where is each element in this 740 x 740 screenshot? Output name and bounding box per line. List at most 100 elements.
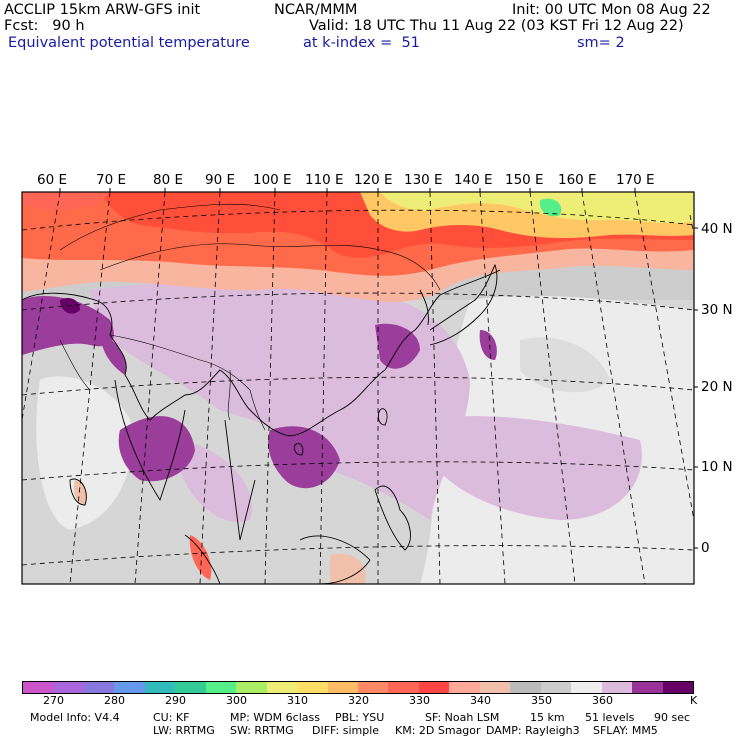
colorbar-swatch-6 — [205, 682, 237, 693]
colorbar-swatch-19 — [601, 682, 633, 693]
colorbar-tick-290: 290 — [165, 694, 186, 707]
sumatra-coast — [184, 534, 221, 584]
colorbar-swatch-4 — [144, 682, 176, 693]
malay-coast — [224, 419, 256, 541]
purple-region-pakistan — [100, 330, 127, 375]
footer-timestep: 90 sec — [654, 711, 691, 724]
colorbar-swatch-13 — [418, 682, 450, 693]
colorbar-swatch-12 — [388, 682, 419, 693]
kazakh-border — [59, 203, 281, 251]
graticule — [22, 192, 694, 584]
japan-coast — [429, 263, 498, 346]
footer-levels: 51 levels — [585, 711, 635, 724]
colorbar-tick-310: 310 — [287, 694, 308, 707]
lon-label-60e: 60 E — [37, 172, 67, 188]
colorbar-swatch-0 — [23, 682, 54, 693]
lon-label-130e: 130 E — [404, 172, 443, 188]
colorbar-swatch-8 — [266, 682, 298, 693]
colorbar-swatch-11 — [357, 682, 389, 693]
lon-line-130e — [429, 192, 441, 584]
colorbar-swatch-14 — [449, 682, 480, 693]
footer-sf: SF: Noah LSM — [425, 711, 500, 724]
lat-label-10n: 10 N — [701, 459, 733, 475]
lon-line-100e — [264, 192, 276, 584]
colorbar-swatch-18 — [571, 682, 602, 693]
lon-label-90e: 90 E — [205, 172, 235, 188]
footer-diff: DIFF: simple — [312, 724, 380, 737]
colorbar-tick-360: 360 — [592, 694, 613, 707]
colorbar-tick-300: 300 — [226, 694, 247, 707]
valid-time: Valid: 18 UTC Thu 11 Aug 22 (03 KST Fri … — [309, 18, 684, 34]
colorbar-tick-340: 340 — [470, 694, 491, 707]
footer-sflay: SFLAY: MM5 — [593, 724, 658, 737]
lat-label-0: 0 — [701, 540, 710, 556]
colorbar-tick-320: 320 — [348, 694, 369, 707]
lon-label-140e: 140 E — [454, 172, 493, 188]
borders — [59, 203, 441, 431]
lon-line-90e — [199, 192, 221, 584]
red-patch-sumatra — [189, 535, 212, 580]
lon-line-150e — [529, 192, 576, 584]
lon-line-80e — [134, 192, 166, 584]
gray-patch — [520, 337, 610, 393]
forecast-hour: Fcst: 90 h — [4, 18, 85, 34]
purple-region-east — [479, 330, 497, 360]
lat-line-10n — [22, 461, 694, 481]
lon-line-180 — [689, 214, 694, 236]
footer-damp: DAMP: Rayleigh3 — [486, 724, 580, 737]
yellow-band — [380, 192, 694, 224]
colorbar-tick-280: 280 — [104, 694, 125, 707]
lon-label-70e: 70 E — [96, 172, 126, 188]
asia-coast — [22, 269, 501, 437]
purple-region-bay-of-bengal — [118, 416, 195, 482]
hainan-coast — [293, 443, 304, 456]
footer-resolution: 15 km — [530, 711, 565, 724]
colorbar — [22, 681, 694, 694]
footer-pbl: PBL: YSU — [335, 711, 385, 724]
green-patch — [539, 198, 562, 217]
colorbar-tick-350: 350 — [531, 694, 552, 707]
colorbar-swatch-9 — [297, 682, 328, 693]
colorbar-swatch-20 — [632, 682, 663, 693]
colorbar-swatch-7 — [236, 682, 267, 693]
india-coast — [114, 379, 186, 502]
colorbar-swatch-2 — [83, 682, 115, 693]
lat-line-30n — [22, 292, 694, 311]
arabian-sea-area — [36, 376, 133, 530]
colorbar-swatch-16 — [510, 682, 541, 693]
salmon-patch-borneo — [330, 553, 366, 584]
pakistan-border — [59, 339, 91, 391]
footer-model-info: Model Info: V4.4 — [30, 711, 120, 724]
lat-label-20n: 20 N — [701, 379, 733, 395]
borneo-coast — [299, 535, 371, 584]
lon-label-100e: 100 E — [253, 172, 292, 188]
footer-sw: SW: RRTMG — [230, 724, 294, 737]
lon-label-170e: 170 E — [616, 172, 655, 188]
red-patch-west — [22, 192, 110, 210]
coastlines — [22, 263, 501, 584]
footer-lw: LW: RRTMG — [153, 724, 215, 737]
footer-km: KM: 2D Smagor — [395, 724, 481, 737]
purple-region-west — [22, 296, 114, 355]
lat-line-20n — [22, 376, 694, 396]
korea-coast — [419, 289, 429, 326]
lon-line-170e — [634, 192, 694, 521]
lon-label-80e: 80 E — [153, 172, 183, 188]
lat-line-0 — [22, 545, 694, 566]
mongolia-border — [99, 243, 441, 291]
lilac-region-pacific — [430, 416, 642, 520]
axis-ticks — [59, 188, 698, 549]
lon-label-120e: 120 E — [354, 172, 393, 188]
init-time: Init: 00 UTC Mon 08 Aug 22 — [512, 2, 711, 18]
colorbar-unit: K — [690, 694, 698, 707]
field-name: Equivalent potential temperature — [8, 35, 250, 51]
philippines-coast — [374, 485, 411, 551]
lon-label-160e: 160 E — [558, 172, 597, 188]
taiwan-coast — [377, 408, 388, 426]
lon-line-110e — [319, 192, 328, 584]
colorbar-tick-330: 330 — [409, 694, 430, 707]
smoothing-label: sm= 2 — [577, 35, 625, 51]
lon-line-140e — [479, 192, 506, 584]
lon-line-70e — [69, 192, 111, 584]
